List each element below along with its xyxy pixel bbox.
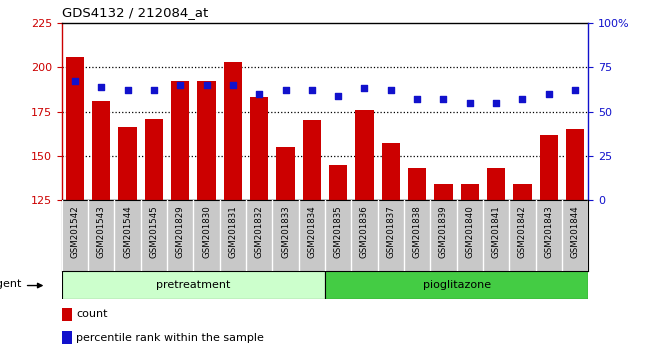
Bar	[145, 119, 163, 354]
Point	[280, 87, 291, 93]
Text: GSM201837: GSM201837	[386, 206, 395, 258]
Bar	[224, 62, 242, 354]
Bar	[62, 331, 72, 344]
Bar	[171, 81, 189, 354]
Text: GDS4132 / 212084_at: GDS4132 / 212084_at	[62, 6, 208, 19]
Text: percentile rank within the sample: percentile rank within the sample	[76, 332, 264, 343]
Point	[254, 91, 265, 97]
Text: GSM201838: GSM201838	[413, 206, 422, 258]
Text: GSM201543: GSM201543	[97, 206, 106, 258]
Point	[96, 84, 107, 90]
Text: GSM201829: GSM201829	[176, 206, 185, 258]
Point	[543, 91, 554, 97]
Point	[307, 87, 317, 93]
Point	[359, 86, 370, 91]
Point	[227, 82, 238, 88]
Point	[465, 100, 475, 105]
Bar	[66, 57, 84, 354]
Text: GSM201545: GSM201545	[150, 206, 159, 258]
Point	[491, 100, 501, 105]
Text: GSM201840: GSM201840	[465, 206, 474, 258]
Bar	[303, 120, 321, 354]
Bar	[434, 184, 452, 354]
Text: GSM201833: GSM201833	[281, 206, 290, 258]
Bar	[118, 127, 136, 354]
Text: GSM201830: GSM201830	[202, 206, 211, 258]
Bar	[250, 97, 268, 354]
Point	[149, 87, 159, 93]
Point	[570, 87, 580, 93]
Bar	[514, 184, 532, 354]
Text: GSM201835: GSM201835	[333, 206, 343, 258]
Bar	[325, 271, 588, 299]
Bar	[92, 101, 111, 354]
Bar	[382, 143, 400, 354]
Point	[412, 96, 423, 102]
Text: GSM201836: GSM201836	[360, 206, 369, 258]
Text: GSM201831: GSM201831	[228, 206, 237, 258]
Bar	[329, 165, 347, 354]
Point	[438, 96, 448, 102]
Text: GSM201843: GSM201843	[544, 206, 553, 258]
Point	[175, 82, 185, 88]
Text: pretreatment: pretreatment	[156, 280, 231, 290]
Point	[333, 93, 343, 98]
Point	[70, 79, 80, 84]
Text: agent: agent	[0, 279, 21, 290]
Bar	[540, 135, 558, 354]
Text: GSM201832: GSM201832	[255, 206, 264, 258]
Point	[122, 87, 133, 93]
Text: GSM201542: GSM201542	[70, 206, 79, 258]
Point	[202, 82, 212, 88]
Point	[517, 96, 528, 102]
Bar	[62, 271, 325, 299]
Text: pioglitazone: pioglitazone	[422, 280, 491, 290]
Text: GSM201839: GSM201839	[439, 206, 448, 258]
Bar	[566, 129, 584, 354]
Text: GSM201834: GSM201834	[307, 206, 317, 258]
Bar	[198, 81, 216, 354]
Text: GSM201844: GSM201844	[571, 206, 580, 258]
Text: GSM201544: GSM201544	[123, 206, 132, 258]
Bar	[461, 184, 479, 354]
Text: GSM201841: GSM201841	[491, 206, 500, 258]
Text: GSM201842: GSM201842	[518, 206, 527, 258]
Bar	[276, 147, 294, 354]
Text: count: count	[76, 309, 107, 320]
Bar	[62, 308, 72, 321]
Bar	[356, 110, 374, 354]
Point	[385, 87, 396, 93]
Bar	[487, 168, 505, 354]
Bar	[408, 168, 426, 354]
